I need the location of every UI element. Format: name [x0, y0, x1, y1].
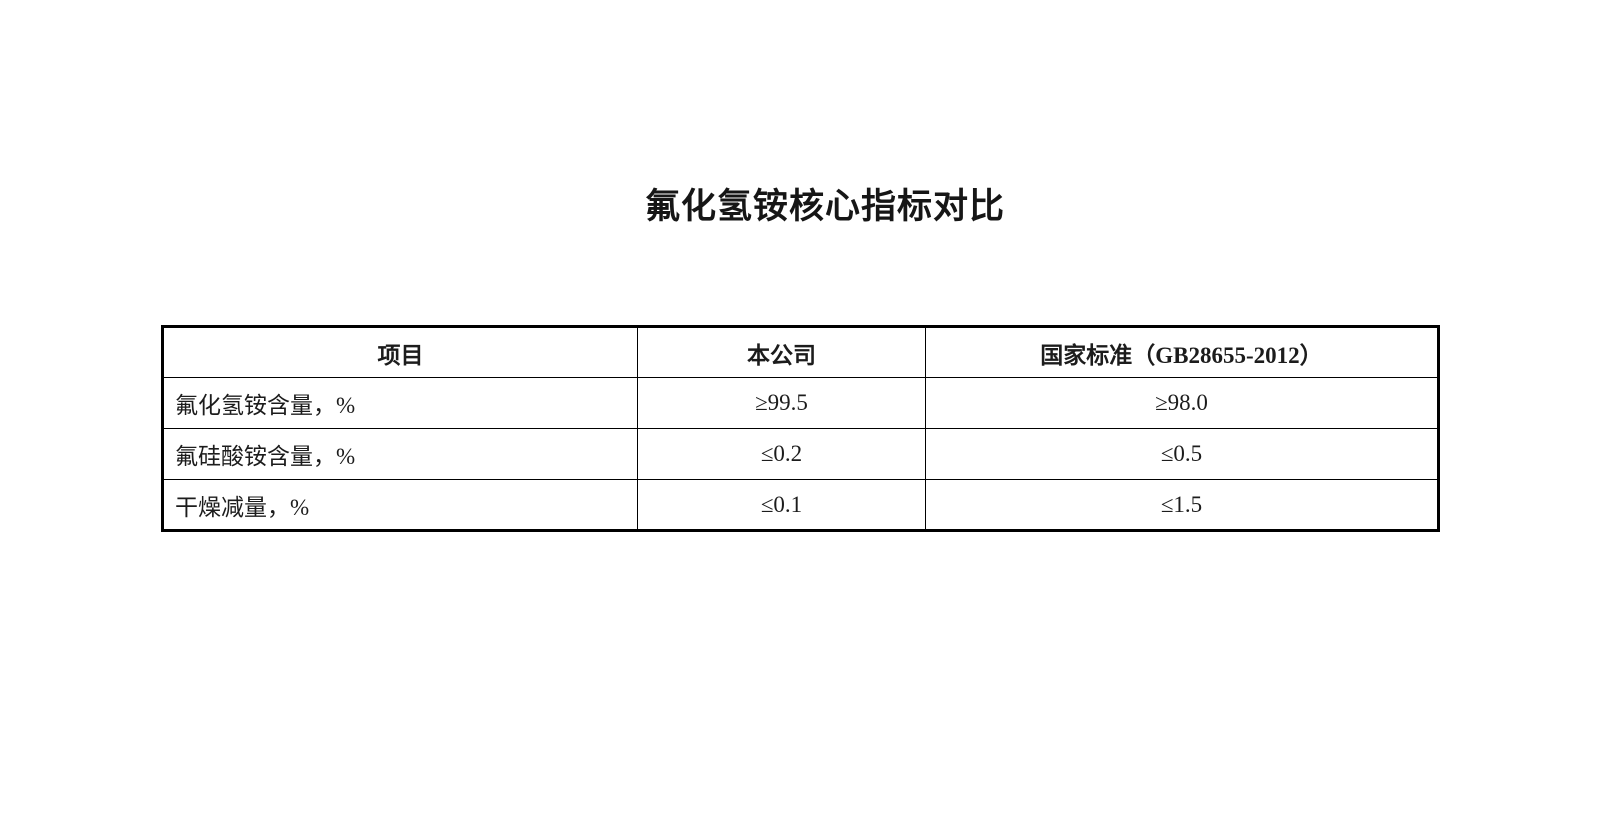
- column-header-company: 本公司: [637, 326, 926, 378]
- row-national-value: ≤1.5: [925, 479, 1439, 531]
- table-row: 氟硅酸铵含量，% ≤0.2 ≤0.5: [162, 428, 1439, 480]
- row-company-value: ≥99.5: [637, 377, 926, 429]
- row-company-value: ≤0.2: [637, 428, 926, 480]
- table-header-row: 项目 本公司 国家标准（GB28655-2012）: [162, 326, 1439, 378]
- page-title: 氟化氢铵核心指标对比: [644, 187, 1005, 226]
- row-item-label: 氟化氢铵含量，%: [162, 377, 638, 429]
- column-header-item: 项目: [162, 326, 638, 378]
- row-national-value: ≤0.5: [925, 428, 1439, 480]
- row-national-value: ≥98.0: [925, 377, 1439, 429]
- spec-comparison-table: 项目 本公司 国家标准（GB28655-2012） 氟化氢铵含量，% ≥99.5…: [161, 325, 1440, 532]
- table-row: 氟化氢铵含量，% ≥99.5 ≥98.0: [162, 377, 1439, 429]
- row-item-label: 干燥减量，%: [162, 479, 638, 531]
- table-row: 干燥减量，% ≤0.1 ≤1.5: [162, 479, 1439, 531]
- row-company-value: ≤0.1: [637, 479, 926, 531]
- column-header-national-standard: 国家标准（GB28655-2012）: [925, 326, 1439, 378]
- row-item-label: 氟硅酸铵含量，%: [162, 428, 638, 480]
